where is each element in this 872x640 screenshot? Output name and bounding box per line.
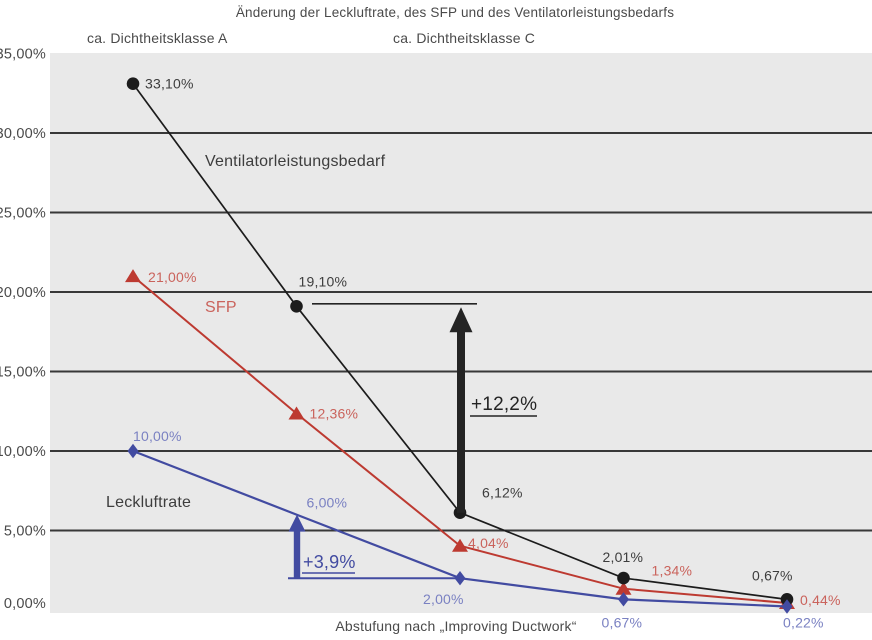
series-label-ventilatorleistungsbedarf: Ventilatorleistungsbedarf [205,153,386,170]
data-point-label-leckluftrate: 0,67% [602,614,643,630]
class-a-label: ca. Dichtheitsklasse A [87,30,228,46]
data-point-labels: 21,00% 12,36% 4,04% 1,34% 0,44% 33,10% 19,10% 6… [133,76,841,631]
data-point-label-sfp: 12,36% [310,405,359,421]
data-point-label-leckluftrate: 10,00% [133,428,182,444]
data-point-label-sfp: 21,00% [148,269,197,285]
series-label-leckluftrate: Leckluftrate [106,494,191,511]
data-point-label-leckluftrate: 0,22% [783,615,824,631]
data-point-marker-ventilatorleistungsbedarf [126,77,140,91]
y-tick-label: 25,00% [0,206,46,222]
chart-title: Änderung der Leckluftrate, des SFP und d… [236,5,674,20]
series-label-sfp: SFP [205,299,237,316]
y-tick-label: 20,00% [0,285,46,301]
data-point-marker-leckluftrate [618,592,629,607]
data-point-marker-sfp [615,581,632,595]
data-point-marker-sfp [452,538,468,552]
data-point-label-leckluftrate: 6,00% [307,495,348,511]
x-axis-label: Abstufung nach „Improving Ductwork“ [335,618,576,634]
data-point-label-sfp: 4,04% [468,535,509,551]
data-point-label-sfp: 1,34% [652,563,693,579]
data-point-label-ventilatorleistungsbedarf: 6,12% [482,485,523,501]
data-point-label-ventilatorleistungsbedarf: 19,10% [299,273,348,289]
data-point-marker-leckluftrate [781,599,793,614]
black-arrow-label: +12,2% [471,394,537,415]
y-tick-label: 30,00% [0,126,46,142]
black-increase-arrow [449,307,473,513]
blue-arrow-label: +3,9% [303,552,356,572]
data-point-marker-ventilatorleistungsbedarf [617,571,630,585]
blue-increase-arrow [288,514,306,579]
data-point-marker-leckluftrate [127,443,139,459]
y-tick-label: 5,00% [4,524,46,540]
data-point-marker-sfp [125,269,141,283]
y-tick-label: 15,00% [0,365,46,381]
data-point-label-sfp: 0,44% [800,592,841,608]
data-point-label-ventilatorleistungsbedarf: 0,67% [752,567,793,583]
class-c-label: ca. Dichtheitsklasse C [393,30,535,46]
y-tick-label: 35,00% [0,47,46,63]
data-point-label-ventilatorleistungsbedarf: 33,10% [145,76,194,92]
y-axis-labels: 35,00% 30,00% 25,00% 20,00% 15,00% 10,00% 5,00… [0,47,46,613]
data-point-marker-ventilatorleistungsbedarf [290,300,303,313]
annotations [288,303,537,580]
y-tick-label: 10,00% [0,444,46,460]
data-point-label-leckluftrate: 2,00% [423,591,464,607]
y-tick-label: 0,00% [4,596,46,612]
data-point-label-ventilatorleistungsbedarf: 2,01% [603,549,644,565]
data-point-marker-sfp [288,406,305,420]
